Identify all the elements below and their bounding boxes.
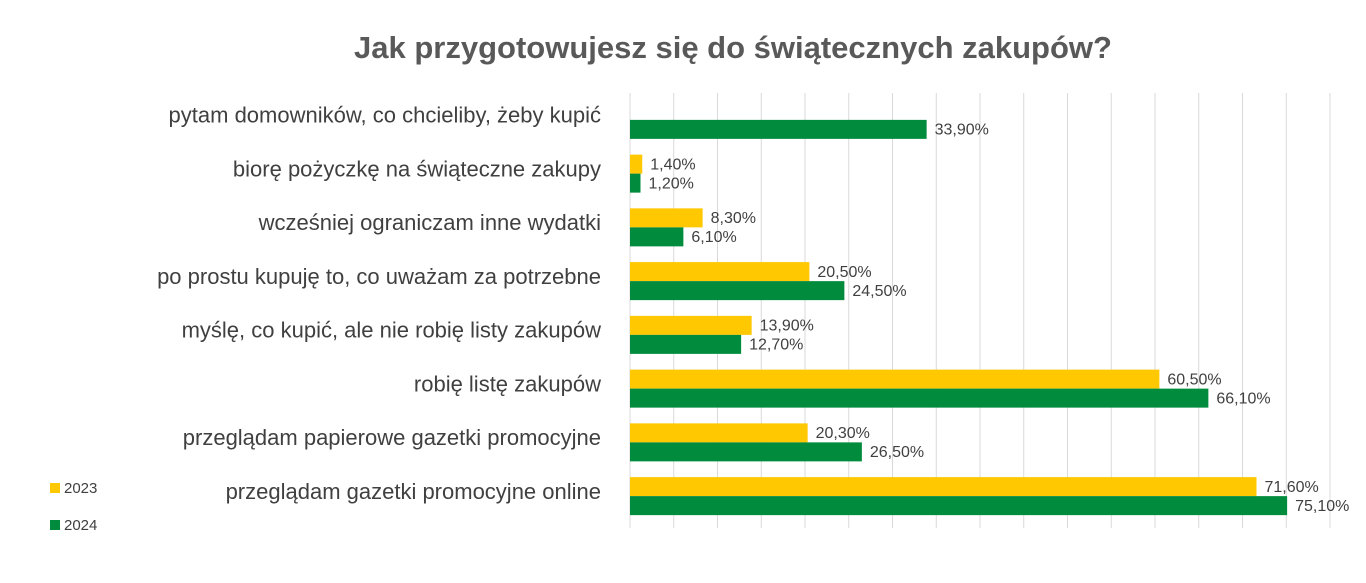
bar-2023 [630,315,752,335]
category-label: przeglądam gazetki promocyjne online [226,479,601,504]
data-label-2023: 60,50% [1167,371,1221,388]
bar-2024 [630,227,684,247]
bar-2024 [630,281,845,301]
category-label: robię listę zakupów [414,371,601,396]
bar-2023 [630,423,808,443]
chart-title: Jak przygotowujesz się do świątecznych z… [354,30,1112,65]
bar-2024 [630,334,742,354]
bar-2024 [630,173,641,193]
bar-2023 [630,208,703,228]
data-label-2023: 13,90% [760,318,814,335]
category-label: pytam domowników, co chcieliby, żeby kup… [169,103,601,128]
legend-item-2023: 2023 [50,478,97,498]
legend-label-2023: 2023 [64,479,98,497]
data-label-2023: 8,30% [711,210,756,227]
category-label: po prostu kupuję to, co uważam za potrze… [157,264,601,289]
bar-2023 [630,262,810,282]
category-label: przeglądam papierowe gazetki promocyjne [183,425,601,450]
bar-2024 [630,119,927,139]
legend-swatch-2024 [50,520,60,530]
data-label-2024: 12,70% [749,337,803,354]
category-label: wcześniej ograniczam inne wydatki [258,210,601,235]
data-label-2024: 24,50% [852,283,906,300]
category-label: myślę, co kupić, ale nie robię listy zak… [182,318,602,343]
bar-2023 [630,477,1257,497]
data-label-2023: 1,40% [650,156,695,173]
data-label-2024: 26,50% [870,444,924,461]
bar-2023 [630,154,643,174]
data-label-2023: 71,60% [1265,479,1319,496]
legend-swatch-2023 [50,483,60,493]
bar-2024 [630,442,862,462]
bar-2024 [630,388,1209,408]
data-label-2024: 75,10% [1295,498,1349,515]
data-label-2024: 6,10% [691,229,736,246]
bar-2024 [630,496,1288,516]
legend-label-2024: 2024 [64,516,98,534]
data-label-2023: 20,30% [816,425,870,442]
data-label-2024: 33,90% [935,122,989,139]
data-label-2023: 20,50% [817,264,871,281]
legend-item-2024: 2024 [50,515,97,535]
data-label-2024: 66,10% [1216,390,1270,407]
bar-2023 [630,369,1160,389]
category-label: biorę pożyczkę na świąteczne zakupy [233,156,601,181]
legend: 2023 2024 [50,478,97,552]
data-label-2024: 1,20% [649,175,694,192]
